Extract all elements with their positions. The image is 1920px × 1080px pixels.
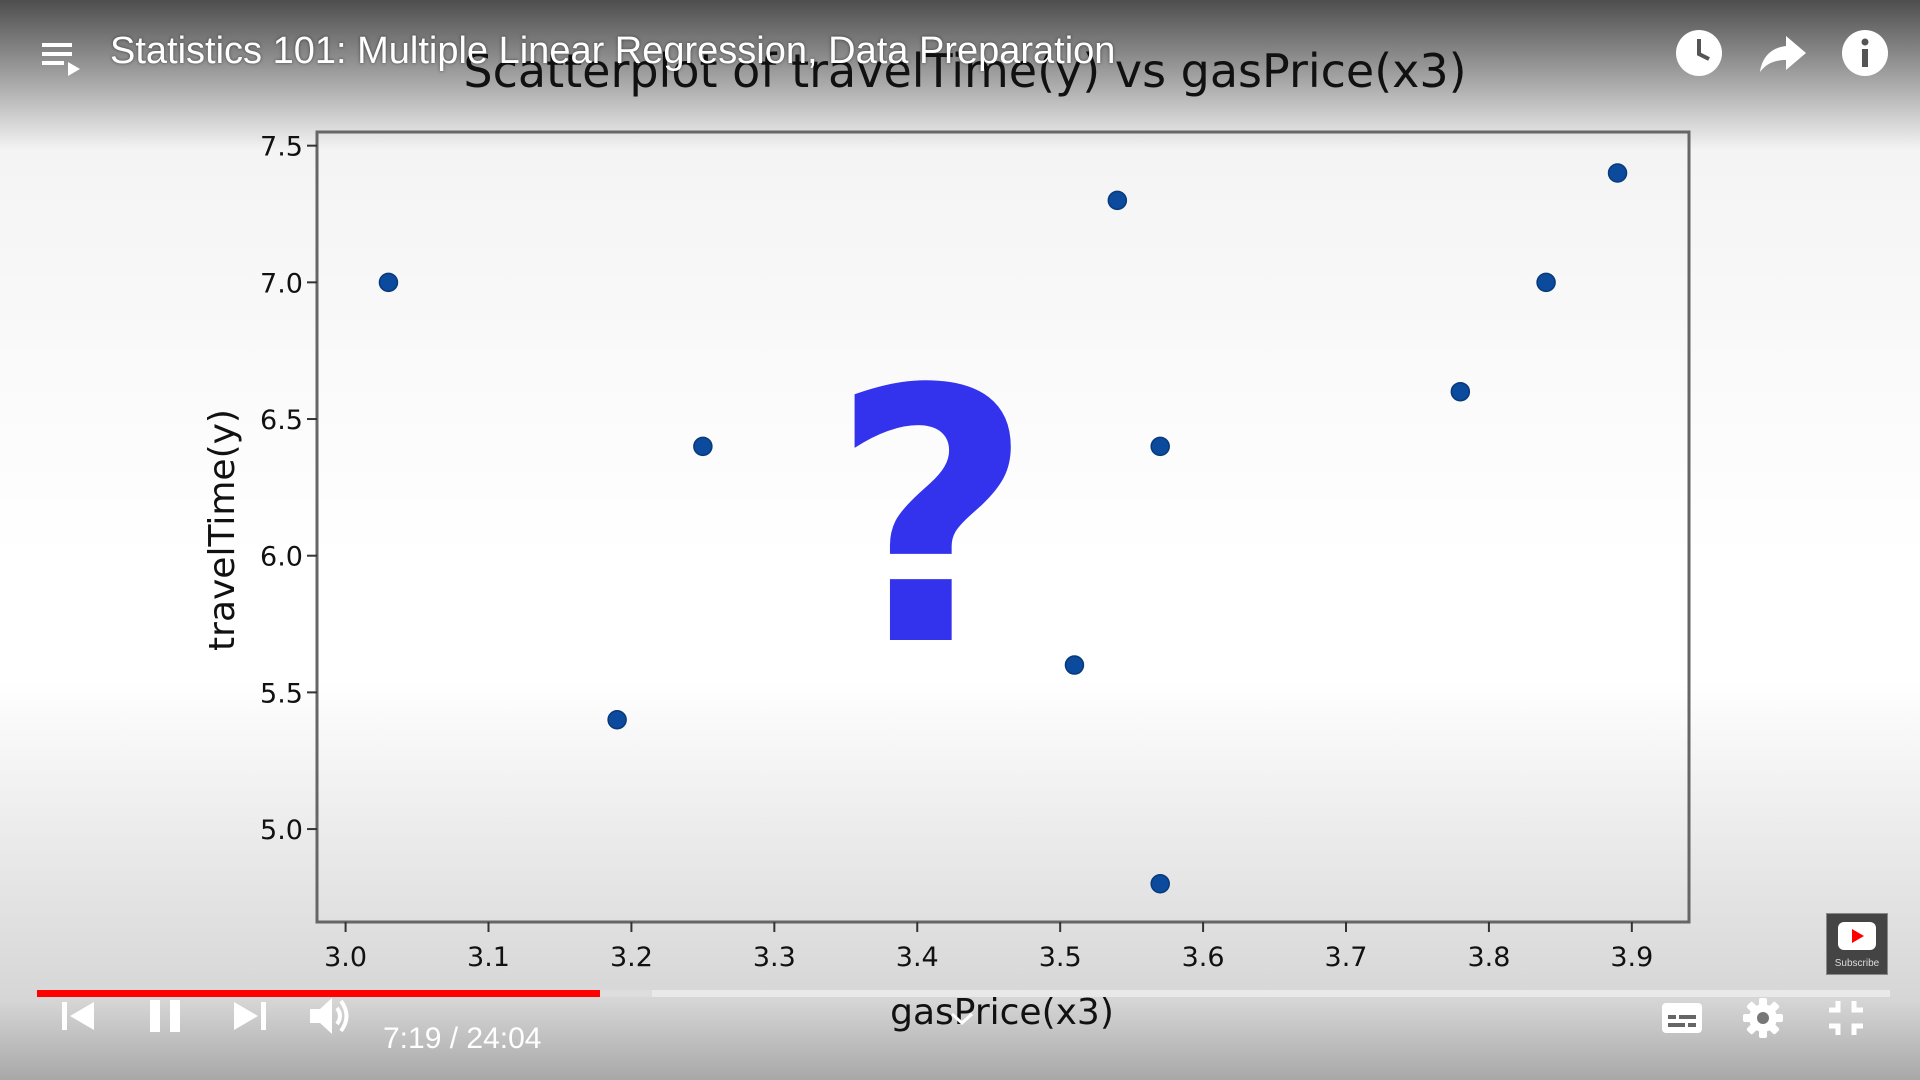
x-axis-label: gasPrice(x3) <box>890 992 1114 1033</box>
scatter-point <box>1064 655 1085 675</box>
video-title[interactable]: Statistics 101: Multiple Linear Regressi… <box>110 30 1116 72</box>
info-icon[interactable] <box>1838 26 1892 80</box>
x-tick-label: 3.0 <box>324 942 367 973</box>
x-tick-label: 3.7 <box>1325 942 1368 973</box>
playlist-icon[interactable] <box>38 34 84 80</box>
scatter-point <box>1107 190 1128 211</box>
data-points <box>378 163 1628 894</box>
scatter-point <box>378 272 399 293</box>
time-display: 7:19 / 24:04 <box>383 1022 541 1056</box>
y-tick-label: 7.0 <box>260 268 303 299</box>
y-tick-label: 6.5 <box>260 405 303 436</box>
y-tick-label: 7.5 <box>260 132 303 163</box>
player-controls: 7:19 / 24:04 <box>0 980 1920 1080</box>
x-tick-label: 3.8 <box>1467 942 1510 973</box>
clock-icon[interactable] <box>1672 26 1726 80</box>
x-axis: 3.0 3.1 3.2 3.3 3.4 3.5 3.6 3.7 3.8 3.9 <box>324 922 1653 973</box>
x-tick-label: 3.9 <box>1610 942 1653 973</box>
x-tick-label: 3.6 <box>1182 942 1225 973</box>
y-tick-label: 5.5 <box>260 678 303 709</box>
volume-icon[interactable] <box>306 994 354 1042</box>
subscribe-button[interactable]: Subscribe <box>1826 913 1888 975</box>
duration: 24:04 <box>466 1022 542 1055</box>
plot-area <box>315 130 1691 924</box>
youtube-logo-icon <box>1838 922 1876 950</box>
skip-previous-icon[interactable] <box>58 996 98 1040</box>
skip-next-icon[interactable] <box>230 996 270 1040</box>
progress-played <box>37 990 601 997</box>
y-tick-label: 6.0 <box>260 542 303 573</box>
subscribe-label: Subscribe <box>1834 958 1880 969</box>
y-axis: 5.0 5.5 6.0 6.5 7.0 7.5 <box>260 132 317 846</box>
scatter-point <box>607 709 627 730</box>
subtitles-icon[interactable] <box>1660 1000 1704 1040</box>
x-tick-label: 3.5 <box>1039 942 1082 973</box>
pause-icon[interactable] <box>145 996 185 1040</box>
x-tick-label: 3.1 <box>467 942 510 973</box>
gear-icon[interactable] <box>1742 997 1784 1043</box>
x-tick-label: 3.3 <box>753 942 796 973</box>
y-axis-label: travelTime(y) <box>202 409 243 651</box>
scatter-point <box>693 436 713 457</box>
progress-bar[interactable] <box>37 990 1890 997</box>
scatter-point <box>1150 436 1170 457</box>
exit-fullscreen-icon[interactable] <box>1826 998 1866 1042</box>
scatter-point <box>1607 163 1628 183</box>
x-tick-label: 3.2 <box>610 942 653 973</box>
player-top-bar: Statistics 101: Multiple Linear Regressi… <box>0 0 1920 110</box>
time-separator: / <box>441 1022 467 1055</box>
scatter-point <box>1536 272 1556 293</box>
current-time: 7:19 <box>383 1022 442 1055</box>
scatter-point <box>1450 381 1471 402</box>
y-tick-label: 5.0 <box>260 815 303 846</box>
share-icon[interactable] <box>1756 26 1810 80</box>
chevron-down-icon[interactable] <box>948 1010 976 1032</box>
x-tick-label: 3.4 <box>896 942 939 973</box>
scatter-point <box>1150 873 1170 894</box>
chart-title: Scatterplot of travelTime(y) vs gasPrice… <box>463 44 1466 98</box>
question-mark-overlay: ? <box>830 315 1033 723</box>
